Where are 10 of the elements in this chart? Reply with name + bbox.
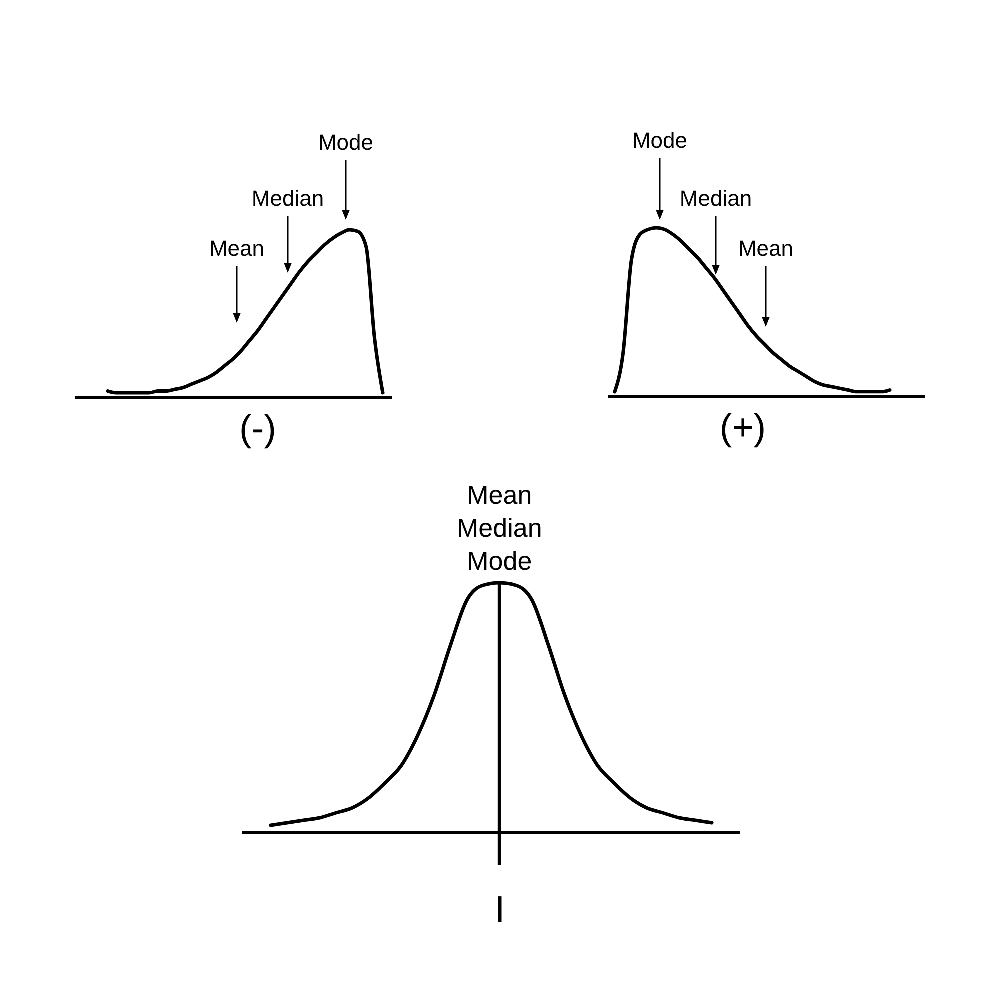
annotation: Mean bbox=[738, 236, 794, 261]
text: Median bbox=[680, 186, 752, 211]
x-axis-title: (-) bbox=[240, 408, 276, 449]
annotation: Mean bbox=[209, 236, 265, 261]
text: Mode bbox=[632, 128, 688, 153]
text: Median bbox=[252, 186, 324, 211]
text: Mode bbox=[318, 130, 374, 155]
x-axis-title: I bbox=[494, 889, 506, 930]
x-axis-title: (+) bbox=[720, 407, 766, 448]
text: Mean Median Mode bbox=[457, 480, 542, 576]
